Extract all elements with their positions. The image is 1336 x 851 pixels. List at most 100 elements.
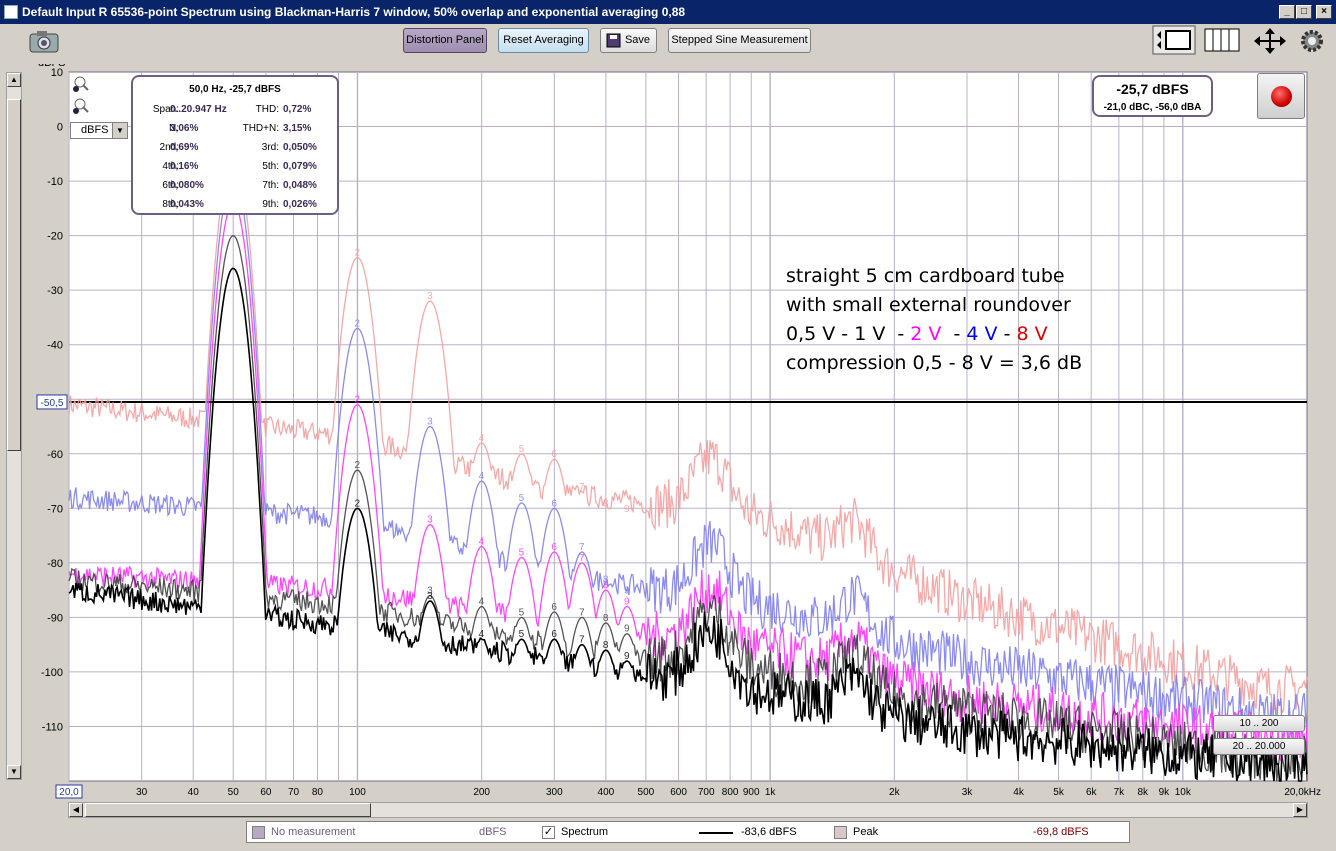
- thdn-value: 3,15%: [283, 123, 312, 134]
- span-value: 0..20.947 Hz: [170, 104, 227, 115]
- zoom-in-icon[interactable]: [72, 75, 90, 93]
- close-button[interactable]: ×: [1316, 5, 1332, 19]
- y-axis-unit: dBFS: [38, 64, 66, 69]
- harmonic-marker: 6: [551, 449, 557, 460]
- h5-label: 5th:: [262, 161, 279, 172]
- harmonic-marker: 4: [479, 596, 485, 607]
- h4-value: 0,16%: [170, 161, 199, 172]
- x-tick-label: 300: [546, 787, 563, 798]
- y-tick-label: 10: [51, 67, 63, 79]
- harmonic-marker: 4: [479, 536, 485, 547]
- annotation-text: straight 5 cm cardboard tube with small …: [786, 262, 1082, 378]
- spectrum-label: Spectrum: [561, 826, 609, 838]
- h8-label: 8th:: [162, 199, 179, 210]
- annotation-line-3: 0,5 V - 1 V - 2 V - 4 V - 8 V: [786, 320, 1082, 349]
- harmonic-marker: 2: [354, 395, 360, 406]
- no-measurement-checkbox[interactable]: [252, 826, 265, 839]
- minimize-button[interactable]: _: [1279, 5, 1295, 19]
- h7-label: 7th:: [262, 180, 279, 191]
- scroll-up-arrow-icon[interactable]: ▲: [7, 73, 21, 87]
- series-line-4-V: [68, 175, 1308, 741]
- record-button[interactable]: [1257, 73, 1305, 119]
- y-tick-label: -80: [47, 558, 63, 570]
- expand-arrows-icon[interactable]: [1252, 26, 1288, 56]
- units-select-value: dBFS: [81, 124, 109, 136]
- harmonic-marker: 5: [519, 444, 525, 455]
- h6-label: 6th:: [162, 180, 179, 191]
- units-select[interactable]: dBFS ▼: [70, 122, 128, 139]
- range-10-200-button[interactable]: 10 .. 200: [1213, 715, 1305, 732]
- h8-value: 0,043%: [170, 199, 204, 210]
- thd-value: 0,72%: [283, 104, 312, 115]
- x-tick-label: 70: [288, 787, 300, 798]
- maximize-button[interactable]: □: [1296, 5, 1312, 19]
- window-layout-icon[interactable]: [1152, 25, 1196, 55]
- harmonic-marker: 8: [603, 580, 609, 591]
- annot-seg-2v: 2 V: [910, 323, 942, 345]
- harmonic-marker: 3: [427, 417, 433, 428]
- h9-value: 0,026%: [283, 199, 317, 210]
- range-20-20000-button[interactable]: 20 .. 20.000: [1213, 738, 1305, 755]
- harmonic-marker: 8: [603, 613, 609, 624]
- x-tick-label: 7k: [1114, 787, 1126, 798]
- x-tick-label: 3k: [962, 787, 974, 798]
- save-icon: [606, 33, 621, 48]
- app-icon: [4, 5, 18, 19]
- harmonic-marker: 9: [624, 624, 630, 635]
- scroll-down-arrow-icon[interactable]: ▼: [7, 765, 21, 779]
- chevron-down-icon[interactable]: ▼: [112, 123, 127, 138]
- level-main: -25,7 dBFS: [1116, 81, 1189, 97]
- horizontal-scroll-thumb[interactable]: [85, 803, 371, 817]
- window-title: Default Input R 65536-point Spectrum usi…: [22, 5, 686, 19]
- harmonic-marker: 6: [551, 498, 557, 509]
- harmonic-marker: 9: [624, 651, 630, 662]
- span-label: Span:: [152, 104, 179, 115]
- harmonic-marker: 5: [519, 629, 525, 640]
- h6-value: 0,080%: [170, 180, 204, 191]
- x-start-box: [55, 784, 83, 799]
- record-icon: [1271, 86, 1292, 107]
- h4-label: 4th:: [162, 161, 179, 172]
- distortion-panel-button[interactable]: Distortion Panel: [403, 28, 487, 53]
- camera-icon[interactable]: [28, 29, 60, 53]
- y-tick-label: -70: [47, 503, 63, 515]
- spectrum-checkbox[interactable]: ✓: [542, 826, 555, 839]
- zoom-out-icon[interactable]: [72, 97, 90, 115]
- peak-value: -69,8 dBFS: [1033, 826, 1089, 838]
- columns-icon[interactable]: [1204, 28, 1240, 52]
- harmonic-marker: 7: [579, 553, 585, 564]
- scroll-left-arrow-icon[interactable]: ◀: [69, 803, 83, 817]
- y-tick-label: -20: [47, 231, 63, 243]
- vertical-scrollbar[interactable]: ▲ ▼: [6, 72, 22, 780]
- h5-value: 0,079%: [283, 161, 317, 172]
- harmonic-marker: 7: [579, 482, 585, 493]
- h9-label: 9th:: [262, 199, 279, 210]
- x-tick-label: 6k: [1086, 787, 1098, 798]
- horizontal-scrollbar[interactable]: ◀ ▶: [68, 802, 1308, 818]
- title-bar: Default Input R 65536-point Spectrum usi…: [0, 0, 1336, 24]
- harmonic-marker: 5: [519, 607, 525, 618]
- thdn-label: THD+N:: [242, 123, 279, 134]
- reset-averaging-button[interactable]: Reset Averaging: [498, 28, 589, 53]
- peak-checkbox[interactable]: [834, 826, 847, 839]
- harmonic-marker: 3: [427, 515, 433, 526]
- h2-label: 2nd:: [159, 142, 179, 153]
- peak-label: Peak: [853, 826, 879, 838]
- legend-bar: No measurement dBFS ✓ Spectrum -83,6 dBF…: [246, 821, 1130, 843]
- annot-seg-e: -: [997, 323, 1017, 345]
- series-line-1-V: [68, 235, 1308, 782]
- scroll-right-arrow-icon[interactable]: ▶: [1293, 803, 1307, 817]
- vertical-scroll-thumb[interactable]: [7, 99, 21, 451]
- cursor-value-box: [36, 394, 68, 410]
- harmonic-marker: 8: [603, 640, 609, 651]
- y-tick-label: -40: [47, 340, 63, 352]
- harmonic-marker: 4: [479, 433, 485, 444]
- save-button[interactable]: Save: [600, 28, 657, 53]
- harmonic-marker: 4: [479, 629, 485, 640]
- level-sub: -21,0 dBC, -56,0 dBA: [1103, 102, 1202, 113]
- harmonic-marker: 3: [427, 591, 433, 602]
- gear-icon[interactable]: [1299, 28, 1325, 54]
- stepped-sine-button[interactable]: Stepped Sine Measurement: [668, 28, 811, 53]
- h3-label: 3rd:: [261, 142, 279, 153]
